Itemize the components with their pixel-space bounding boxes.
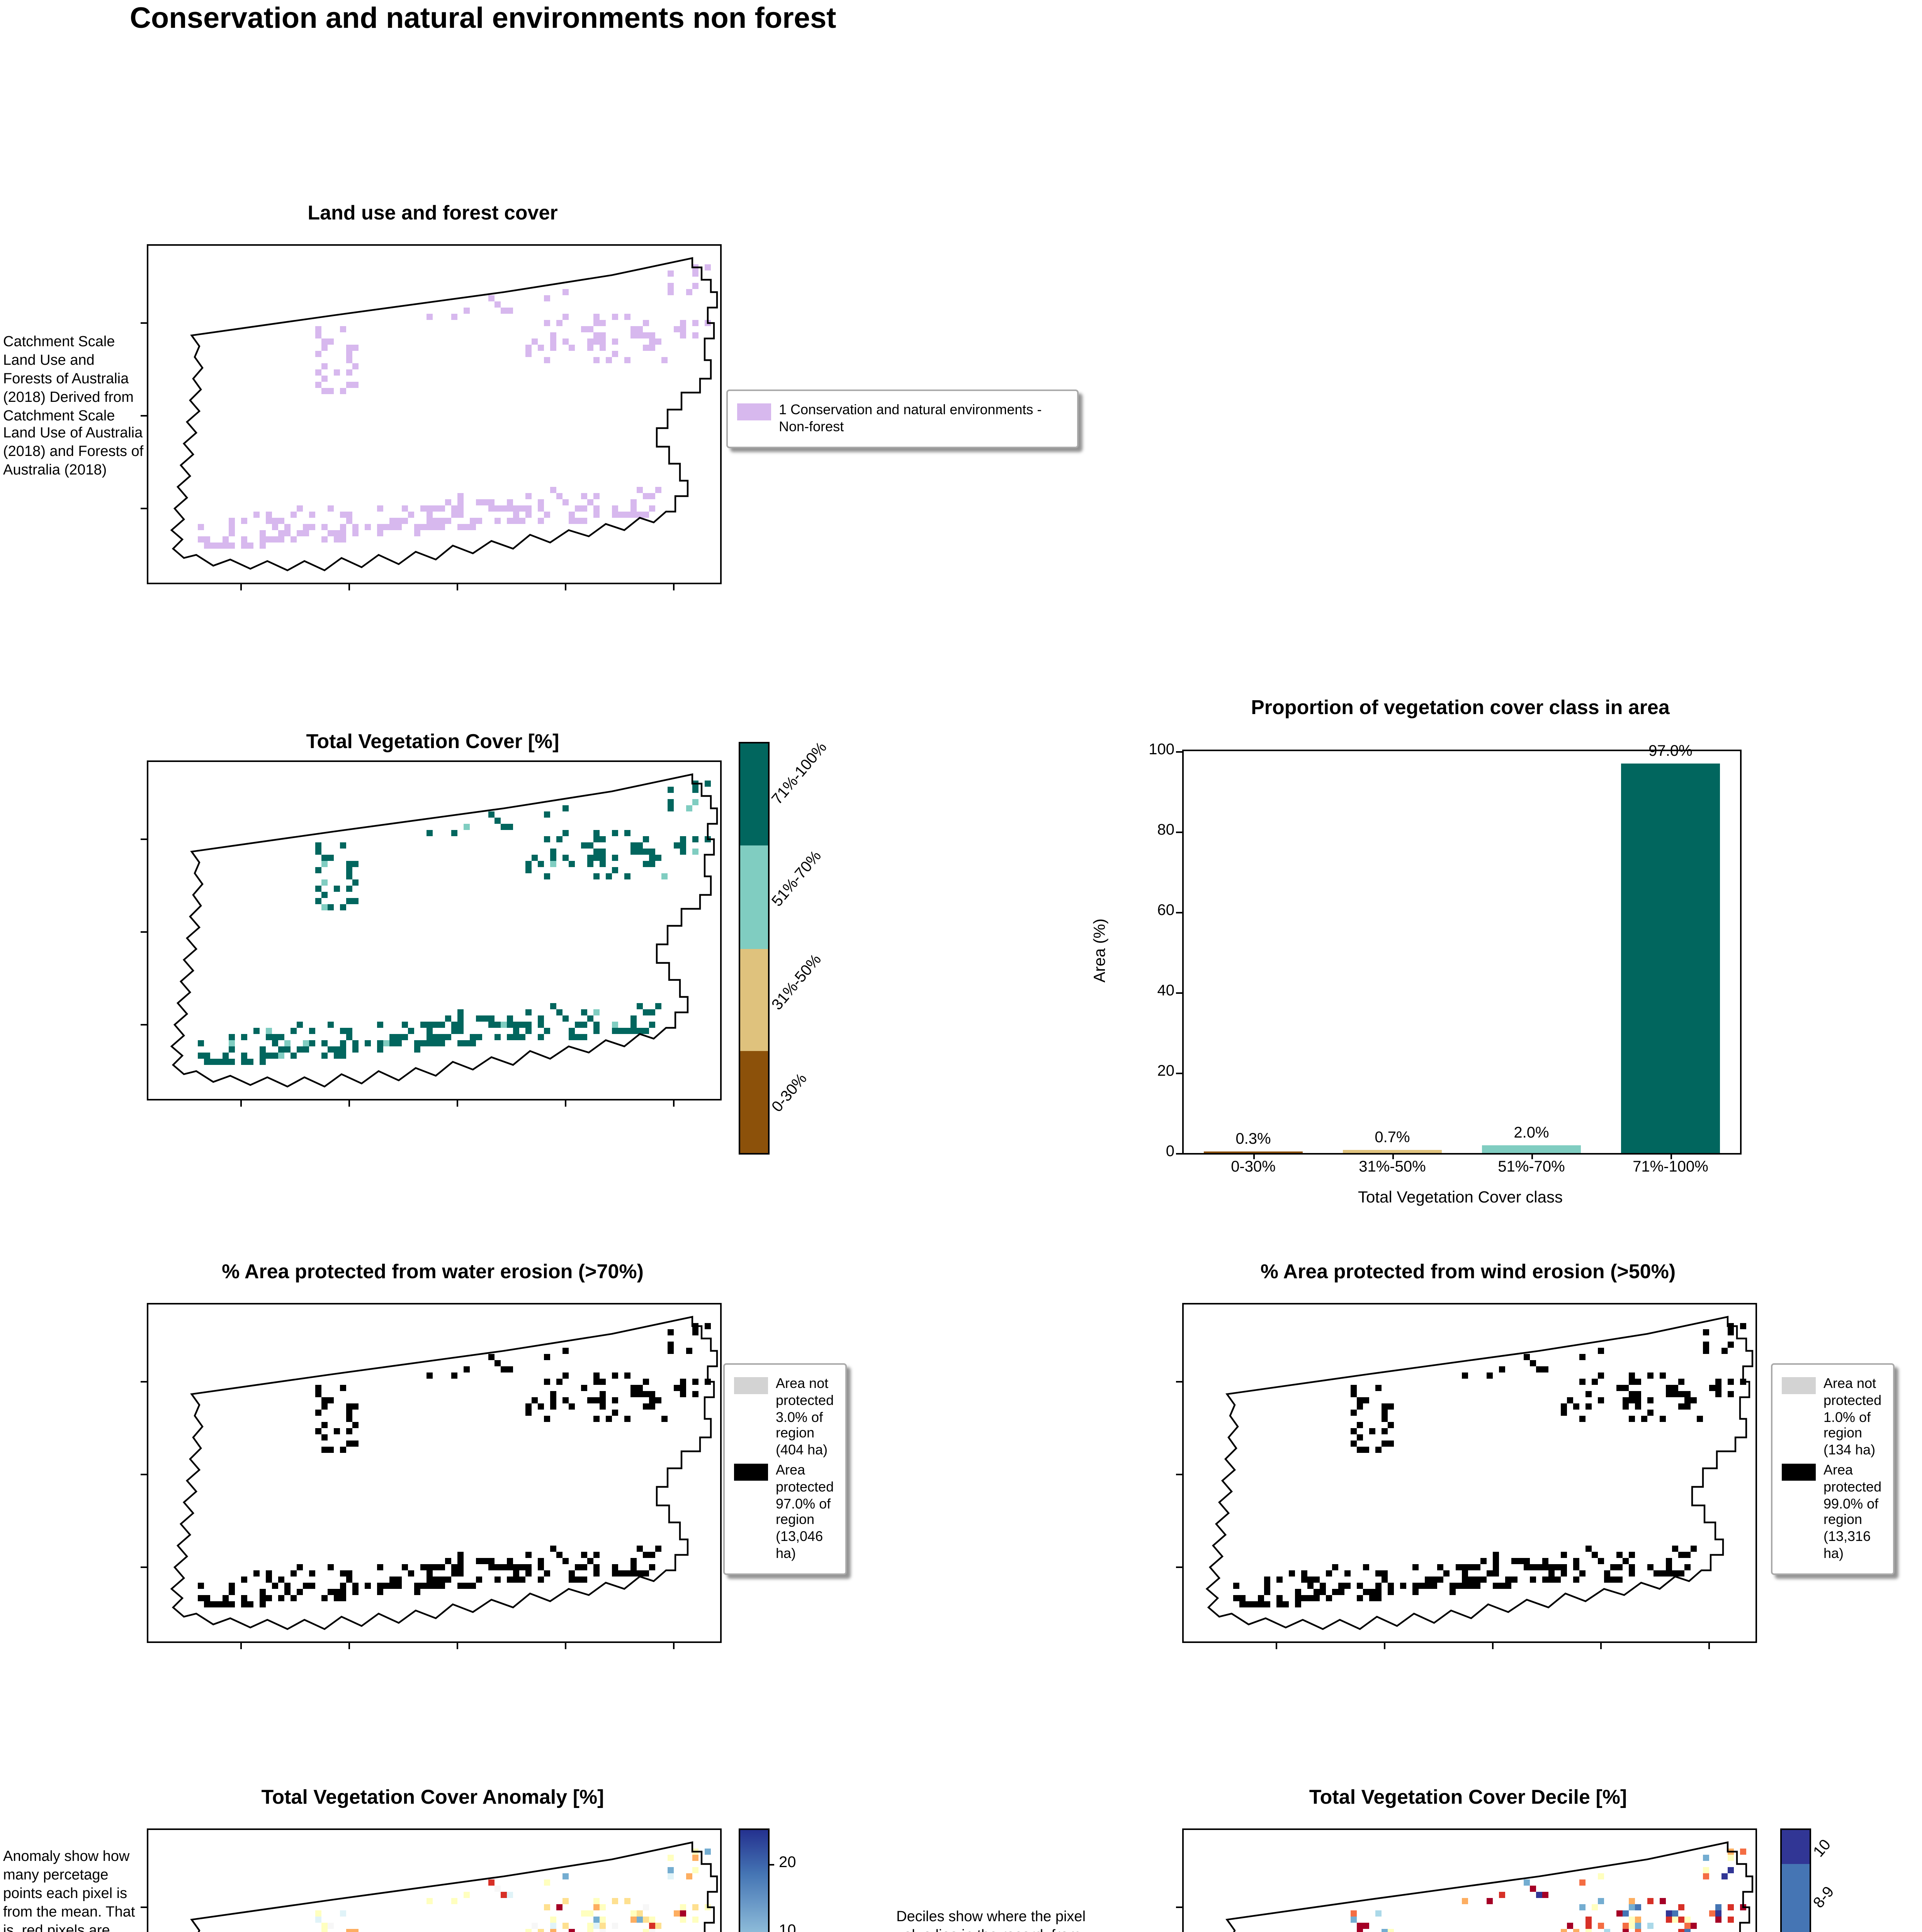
colorbar-segment <box>740 1051 768 1153</box>
bar-value-label: 2.0% <box>1514 1125 1549 1142</box>
decile-title: Total Vegetation Cover Decile [%] <box>1309 1785 1627 1808</box>
colorbar-label: 31%-50% <box>769 951 826 1014</box>
legend-label: Area protected 97.0% of region (13,046 h… <box>776 1462 834 1561</box>
x-tick-label: 71%-100% <box>1633 1159 1708 1176</box>
x-tick <box>1670 1153 1672 1159</box>
legend-entry: Area protected 99.0% of region (13,316 h… <box>1782 1462 1884 1562</box>
bar <box>1343 1150 1442 1153</box>
colorbar-label: 71%-100% <box>769 740 831 809</box>
landuse-legend: 1 Conservation and natural environments … <box>726 389 1079 448</box>
decile-colorbar: 108-94-72-31 <box>1780 1828 1838 1932</box>
vegcover-title: Total Vegetation Cover [%] <box>306 730 559 753</box>
wind-erosion-map-canvas <box>1176 1316 1754 1649</box>
bar <box>1482 1145 1581 1153</box>
y-tick <box>1176 1152 1184 1154</box>
page-title: Conservation and natural environments no… <box>130 3 836 36</box>
water-erosion-legend: Area not protected 3.0% of region (404 h… <box>723 1363 847 1575</box>
x-tick <box>1392 1153 1394 1159</box>
legend-label: Area not protected 3.0% of region (404 h… <box>776 1376 834 1458</box>
water-erosion-map-canvas <box>141 1316 718 1649</box>
bar-value-label: 97.0% <box>1648 743 1693 760</box>
x-tick-label: 0-30% <box>1231 1159 1276 1176</box>
y-tick <box>1176 911 1184 913</box>
y-tick-label: 0 <box>1166 1144 1174 1161</box>
wind-erosion-map <box>1176 1303 1757 1649</box>
x-tick-label: 31%-50% <box>1359 1159 1426 1176</box>
colorbar-label: 51%-70% <box>769 849 826 911</box>
y-tick-label: 40 <box>1157 983 1175 1000</box>
anomaly-map-canvas <box>141 1841 718 1932</box>
legend-entry: Area not protected 3.0% of region (404 h… <box>734 1376 836 1459</box>
legend-label: Area protected 99.0% of region (13,316 h… <box>1823 1462 1882 1561</box>
x-tick-label: 51%-70% <box>1498 1159 1565 1176</box>
y-tick <box>1176 831 1184 832</box>
legend-swatch <box>1782 1377 1816 1394</box>
bar-chart-title: Proportion of vegetation cover class in … <box>1251 696 1670 719</box>
bar <box>1621 763 1720 1153</box>
decile-map <box>1176 1828 1757 1932</box>
decile-map-canvas <box>1176 1841 1754 1932</box>
colorbar-tick-label: 10 <box>779 1923 796 1932</box>
decile-caption: Deciles show where the pixel value lies … <box>896 1909 1086 1932</box>
y-tick <box>1176 750 1184 752</box>
wind-erosion-title: % Area protected from wind erosion (>50%… <box>1260 1260 1676 1283</box>
bar-chart-ylabel: Area (%) <box>1091 918 1110 983</box>
y-tick <box>1176 992 1184 993</box>
bar-chart-plot: 0 20 40 60 80 100 0.3% 0-30% 0.7% 31%-50% 2.0% 51%-… <box>1149 742 1742 1176</box>
legend-label: 1 Conservation and natural environments … <box>779 402 1042 434</box>
legend-entry: 1 Conservation and natural environments … <box>737 402 1068 435</box>
colorbar-segment <box>740 743 768 846</box>
colorbar-label: 10 <box>1811 1837 1835 1861</box>
y-tick <box>1176 1072 1184 1073</box>
bar-value-label: 0.3% <box>1235 1131 1271 1148</box>
legend-swatch <box>734 1463 768 1481</box>
water-erosion-title: % Area protected from water erosion (>70… <box>222 1260 644 1283</box>
colorbar-tick <box>768 1931 774 1932</box>
legend-swatch <box>1782 1463 1816 1481</box>
landuse-title: Land use and forest cover <box>308 201 558 224</box>
landuse-map-canvas <box>141 257 718 590</box>
y-tick-label: 60 <box>1157 903 1175 920</box>
colorbar-segment <box>1782 1830 1810 1864</box>
anomaly-caption: Anomaly show how many percetage points e… <box>3 1849 135 1932</box>
legend-entry: Area protected 97.0% of region (13,046 h… <box>734 1462 836 1562</box>
colorbar-label: 8-9 <box>1811 1884 1839 1912</box>
y-tick-label: 20 <box>1157 1063 1175 1080</box>
bar-chart-xlabel: Total Vegetation Cover class <box>1358 1189 1563 1207</box>
x-tick <box>1253 1153 1255 1159</box>
vegcover-map <box>141 760 722 1107</box>
y-tick-label: 100 <box>1149 742 1174 759</box>
colorbar-tick <box>768 1863 774 1865</box>
legend-swatch <box>737 403 771 420</box>
anomaly-title: Total Vegetation Cover Anomaly [%] <box>261 1785 604 1808</box>
vegcover-map-canvas <box>141 773 718 1107</box>
bar-value-label: 0.7% <box>1375 1130 1410 1147</box>
y-tick-label: 80 <box>1157 822 1175 839</box>
landuse-map <box>141 244 722 590</box>
legend-label: Area not protected 1.0% of region (134 h… <box>1823 1376 1882 1458</box>
colorbar-tick-label: 20 <box>779 1855 796 1872</box>
anomaly-colorbar: 20100−10−20 <box>739 1828 796 1932</box>
colorbar-segment <box>740 846 768 948</box>
x-tick <box>1531 1153 1533 1159</box>
legend-swatch <box>734 1377 768 1394</box>
landuse-caption: Catchment Scale Land Use and Forests of … <box>3 334 144 480</box>
colorbar-segment <box>1782 1864 1810 1932</box>
bar <box>1204 1151 1303 1153</box>
colorbar-label: 0-30% <box>769 1070 811 1116</box>
anomaly-map <box>141 1828 722 1932</box>
legend-entry: Area not protected 1.0% of region (134 h… <box>1782 1376 1884 1459</box>
colorbar-segment <box>740 948 768 1051</box>
water-erosion-map <box>141 1303 722 1649</box>
wind-erosion-legend: Area not protected 1.0% of region (134 h… <box>1771 1363 1895 1575</box>
vegcover-colorbar: 71%-100% 51%-70% 31%-50% 0-30% <box>739 740 831 1155</box>
